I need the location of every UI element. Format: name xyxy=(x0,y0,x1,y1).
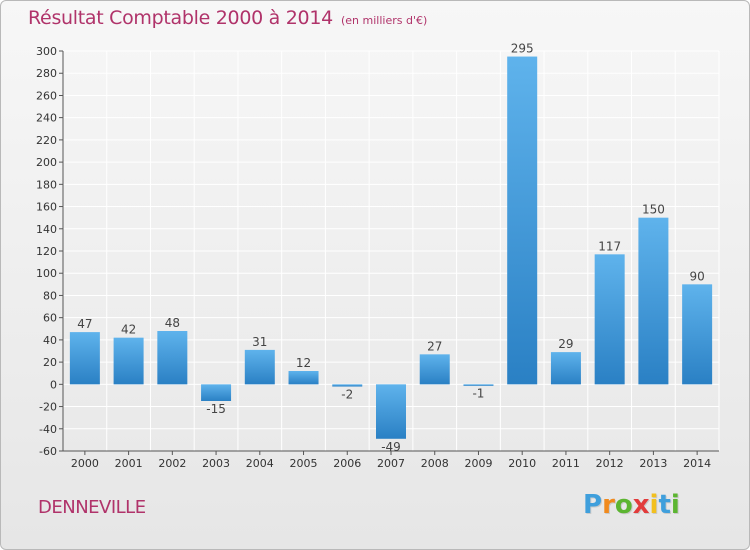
data-label-2008: 27 xyxy=(427,339,442,353)
x-tick-label: 2012 xyxy=(596,457,624,470)
x-tick-label: 2007 xyxy=(377,457,405,470)
y-tick-label: 200 xyxy=(36,156,57,169)
bar-2005[interactable] xyxy=(288,371,319,385)
bar-2014[interactable] xyxy=(682,284,713,385)
logo-letter: o xyxy=(614,490,633,520)
data-label-2004: 31 xyxy=(252,335,267,349)
data-label-2001: 42 xyxy=(121,323,136,337)
y-tick-label: 260 xyxy=(36,89,57,102)
y-tick-label: 60 xyxy=(43,312,57,325)
bar-2002[interactable] xyxy=(157,331,188,385)
bar-2007[interactable] xyxy=(376,384,406,439)
data-label-2013: 150 xyxy=(642,203,665,217)
data-label-2012: 117 xyxy=(598,239,621,253)
x-tick-label: 2004 xyxy=(246,457,274,470)
y-tick-label: 40 xyxy=(43,334,57,347)
logo-letter: i xyxy=(670,490,680,520)
x-tick-label: 2003 xyxy=(202,457,230,470)
data-label-2003: -15 xyxy=(206,402,226,416)
bar-2011[interactable] xyxy=(550,352,581,385)
y-tick-label: -60 xyxy=(39,445,57,458)
y-tick-label: 140 xyxy=(36,223,57,236)
proxiti-logo[interactable]: Proxiti xyxy=(583,490,680,520)
y-tick-label: 240 xyxy=(36,112,57,125)
x-tick-label: 2000 xyxy=(71,457,99,470)
data-label-2006: -2 xyxy=(341,388,353,402)
x-tick-label: 2013 xyxy=(639,457,667,470)
bar-2009[interactable] xyxy=(463,384,494,386)
data-label-2000: 47 xyxy=(77,317,92,331)
data-label-2009: -1 xyxy=(472,386,484,400)
data-label-2014: 90 xyxy=(689,269,704,283)
data-label-2007: -49 xyxy=(381,440,401,454)
y-tick-label: -20 xyxy=(39,401,57,414)
x-tick-label: 2011 xyxy=(552,457,580,470)
data-label-2005: 12 xyxy=(296,356,311,370)
logo-letter: r xyxy=(602,490,615,520)
bar-2001[interactable] xyxy=(113,337,144,385)
y-tick-label: 20 xyxy=(43,356,57,369)
y-tick-label: 300 xyxy=(36,45,57,58)
bar-2004[interactable] xyxy=(244,349,275,385)
bar-2006[interactable] xyxy=(332,384,363,387)
x-tick-label: 2006 xyxy=(333,457,361,470)
logo-letter: x xyxy=(632,490,650,520)
y-tick-label: 120 xyxy=(36,245,57,258)
x-tick-label: 2010 xyxy=(508,457,536,470)
y-tick-label: 280 xyxy=(36,67,57,80)
data-label-2002: 48 xyxy=(165,316,180,330)
data-label-2011: 29 xyxy=(558,337,573,351)
bars xyxy=(69,56,713,439)
x-tick-label: 2001 xyxy=(115,457,143,470)
chart-title: Résultat Comptable 2000 à 2014 xyxy=(28,7,333,29)
logo-letter: i xyxy=(649,490,659,520)
bar-2003[interactable] xyxy=(201,384,232,401)
y-tick-label: 100 xyxy=(36,267,57,280)
bar-2010[interactable] xyxy=(507,56,538,385)
logo-letter: t xyxy=(658,490,671,520)
x-tick-label: 2008 xyxy=(421,457,449,470)
bar-2012[interactable] xyxy=(594,254,625,385)
y-tick-label: 220 xyxy=(36,134,57,147)
x-tick-label: 2005 xyxy=(290,457,318,470)
data-label-2010: 295 xyxy=(511,42,534,56)
x-tick-label: 2002 xyxy=(158,457,186,470)
x-tick-label: 2009 xyxy=(464,457,492,470)
y-tick-label: 180 xyxy=(36,178,57,191)
bar-2013[interactable] xyxy=(638,217,669,385)
logo-letter: P xyxy=(583,490,603,520)
y-tick-label: 160 xyxy=(36,201,57,214)
x-tick-label: 2014 xyxy=(683,457,711,470)
chart-subtitle: (en milliers d'€) xyxy=(341,14,428,27)
bar-2008[interactable] xyxy=(419,354,450,385)
y-tick-label: 80 xyxy=(43,289,57,302)
axes: -60 -40 -20 0 20 40 60 80 100 120 140 160 180 200 220 2… xyxy=(36,45,719,470)
bar-2000[interactable] xyxy=(69,332,100,385)
data-labels: 47 42 48 -15 31 12 -2 -49 27 -1 295 29 117 150 90 xyxy=(77,42,705,454)
y-tick-label: -40 xyxy=(39,423,57,436)
town-name: DENNEVILLE xyxy=(38,497,146,518)
y-tick-label: 0 xyxy=(50,378,57,391)
